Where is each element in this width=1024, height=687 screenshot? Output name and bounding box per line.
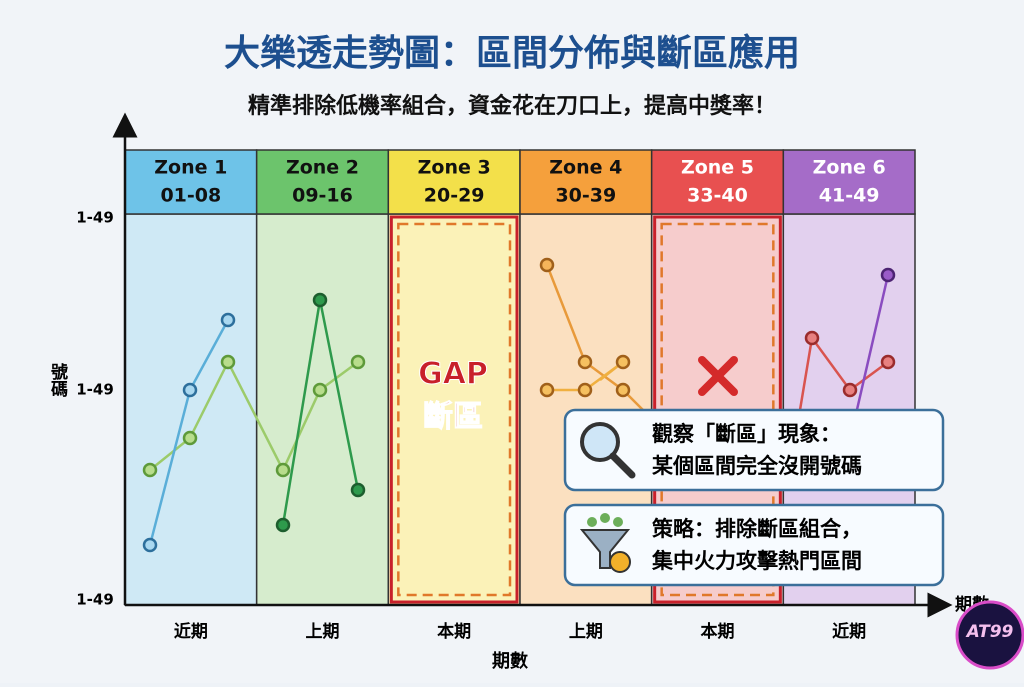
point (350, 482, 366, 498)
zone-name: Zone 6 (813, 157, 886, 179)
point (350, 354, 366, 370)
trend-line (149, 359, 359, 473)
zone-name: Zone 3 (418, 157, 491, 179)
point (142, 462, 158, 478)
point (804, 330, 820, 346)
zone-header (519, 149, 653, 215)
logo-badge (955, 600, 1024, 670)
callout-title: 策略：排除斷區組合， (652, 517, 862, 541)
zone-header (650, 149, 785, 215)
y-tick-label: 1-49 (76, 381, 114, 399)
callout-text: 某個區間完全沒開號碼 (652, 454, 862, 478)
point (220, 354, 236, 370)
trend-line (547, 360, 624, 392)
point (880, 354, 896, 370)
funnel-icon (579, 513, 631, 573)
zone-range: 09-16 (292, 185, 353, 207)
x-tick-label: 近期 (174, 621, 208, 642)
x-tick-label: 上期 (306, 622, 340, 642)
x-axis-label: 期數 (492, 651, 528, 672)
gap-label: GAP (418, 357, 488, 392)
x-tick-label: 上期 (569, 622, 603, 642)
point (220, 312, 236, 328)
point (182, 382, 198, 398)
callout-text: 集中火力攻擊熱門區間 (651, 549, 862, 573)
cross-icon (698, 356, 738, 396)
trend-line (798, 334, 889, 411)
zone-range: 01-08 (160, 185, 221, 207)
point (842, 382, 858, 398)
zones: Zone 1 01-08 Zone 2 09-16 Zone 3 20-29 Zone 4 3… (124, 149, 916, 606)
logo-text: AT99 (965, 622, 1014, 642)
zone-range: 20-29 (424, 185, 485, 207)
point (539, 382, 555, 398)
point (577, 354, 593, 370)
zone-range: 30-39 (555, 185, 616, 207)
point (577, 382, 593, 398)
zone-name: Zone 2 (286, 157, 359, 179)
callout-box (563, 503, 945, 587)
zone-range: 33-40 (687, 185, 748, 207)
magnifier-icon (580, 422, 636, 479)
point (539, 257, 555, 273)
x-tick-label: 本期 (437, 621, 471, 642)
zone-body (255, 213, 390, 606)
zone-name: Zone 5 (681, 157, 754, 179)
point (142, 537, 158, 553)
point (182, 430, 198, 446)
point (312, 292, 328, 308)
zone-range: 41-49 (819, 185, 880, 207)
zone-name: Zone 1 (154, 157, 227, 179)
point (312, 382, 328, 398)
gap-sublabel: 斷區 (423, 400, 483, 435)
x-tick-label: 本期 (701, 621, 735, 642)
point (275, 517, 291, 533)
y-axis-label: 號碼 (47, 363, 69, 398)
title: 大樂透走勢圖：區間分佈與斷區應用 (224, 32, 800, 74)
points (142, 257, 896, 553)
point (275, 462, 291, 478)
point (615, 354, 631, 370)
y-tick-label: 1-49 (76, 209, 114, 227)
zone-name: Zone 4 (549, 157, 622, 179)
y-tick-label: 1-49 (76, 591, 114, 609)
zone-header (782, 149, 916, 215)
callout-title: 觀察「斷區」現象： (652, 422, 841, 446)
subtitle: 精準排除低機率組合，資金花在刀口上，提高中獎率！ (248, 93, 776, 119)
point (880, 267, 896, 283)
callout-box (563, 408, 945, 492)
gap-dash (397, 222, 512, 597)
gap-frame (389, 215, 519, 604)
point (615, 382, 631, 398)
zone-header (124, 149, 258, 215)
x-tick-label: 近期 (832, 621, 866, 642)
